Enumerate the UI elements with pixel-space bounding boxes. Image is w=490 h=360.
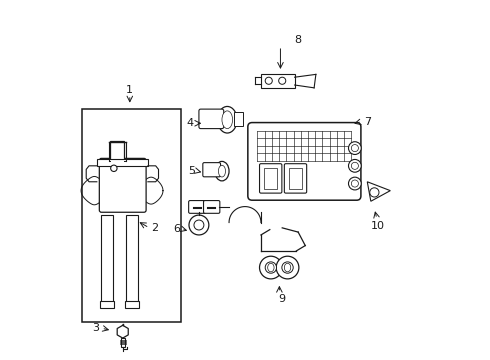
Bar [126,215,138,304]
Bar [261,74,294,88]
Ellipse shape [215,161,229,181]
Ellipse shape [218,107,237,133]
Circle shape [111,165,117,171]
Bar [97,159,148,166]
Text: 6: 6 [173,224,180,234]
Circle shape [276,256,299,279]
Circle shape [282,262,293,273]
Text: 3: 3 [93,323,99,333]
Text: 4: 4 [187,118,194,128]
Bar [289,168,302,189]
FancyBboxPatch shape [199,109,224,129]
Bar [121,338,125,347]
Circle shape [279,77,286,84]
Circle shape [260,256,282,279]
FancyBboxPatch shape [248,123,361,200]
Circle shape [348,159,361,172]
Text: 7: 7 [364,117,371,126]
Bar [100,301,114,307]
Circle shape [194,220,204,230]
Text: 1: 1 [126,85,133,95]
Circle shape [348,142,361,154]
FancyBboxPatch shape [260,164,282,193]
Polygon shape [368,182,391,201]
Text: 2: 2 [151,223,158,233]
Text: 8: 8 [294,35,301,45]
FancyBboxPatch shape [284,164,307,193]
Circle shape [351,162,358,169]
Circle shape [370,188,379,197]
Bar [234,112,243,126]
Text: 9: 9 [279,294,286,304]
FancyBboxPatch shape [189,201,206,213]
Ellipse shape [268,263,274,272]
Ellipse shape [222,111,233,129]
Text: 5: 5 [188,166,196,176]
Ellipse shape [284,263,291,272]
Bar [101,215,113,304]
Circle shape [265,77,272,84]
Bar [82,109,181,322]
Circle shape [351,145,358,152]
Ellipse shape [219,165,225,177]
Circle shape [348,177,361,190]
FancyBboxPatch shape [203,163,220,177]
Circle shape [189,215,209,235]
Bar [110,141,124,161]
Circle shape [265,262,276,273]
Bar [264,168,277,189]
FancyBboxPatch shape [203,201,220,213]
FancyBboxPatch shape [99,158,146,212]
Bar [125,301,139,307]
Text: 10: 10 [371,221,385,231]
Circle shape [351,180,358,187]
